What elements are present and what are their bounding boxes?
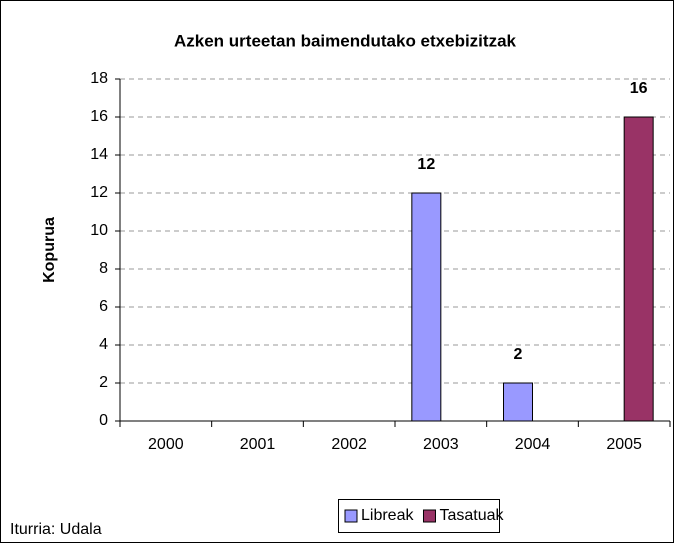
chart-title: Azken urteetan baimendutako etxebizitzak: [174, 31, 517, 50]
y-tick-label: 10: [90, 222, 108, 239]
legend-box: [338, 499, 500, 533]
x-tick-label: 2002: [331, 436, 367, 453]
footnote: Iturria: Udala: [10, 521, 102, 538]
legend-label: Libreak: [361, 507, 414, 524]
y-axis-label: Kopurua: [41, 217, 58, 283]
y-tick-label: 16: [90, 108, 108, 125]
y-tick-label: 12: [90, 184, 108, 201]
y-tick-label: 6: [99, 298, 108, 315]
bar: [503, 382, 533, 422]
x-tick-label: 2000: [148, 436, 184, 453]
y-tick-label: 8: [99, 260, 108, 277]
bar: [411, 192, 442, 422]
x-tick-label: 2003: [423, 436, 459, 453]
data-label: 2: [514, 346, 523, 363]
data-label: 12: [417, 156, 435, 173]
legend-swatch: [344, 509, 358, 523]
legend-label: Tasatuak: [439, 507, 504, 524]
y-tick-label: 14: [90, 146, 108, 163]
data-label: 16: [630, 80, 648, 97]
x-tick-label: 2005: [606, 436, 642, 453]
x-tick-label: 2001: [240, 436, 276, 453]
legend-swatch: [422, 509, 436, 523]
y-tick-label: 2: [99, 374, 108, 391]
x-tick-label: 2004: [515, 436, 551, 453]
y-tick-label: 0: [99, 412, 108, 429]
bar: [623, 116, 654, 422]
y-tick-label: 4: [99, 336, 108, 353]
y-tick-label: 18: [90, 70, 108, 87]
